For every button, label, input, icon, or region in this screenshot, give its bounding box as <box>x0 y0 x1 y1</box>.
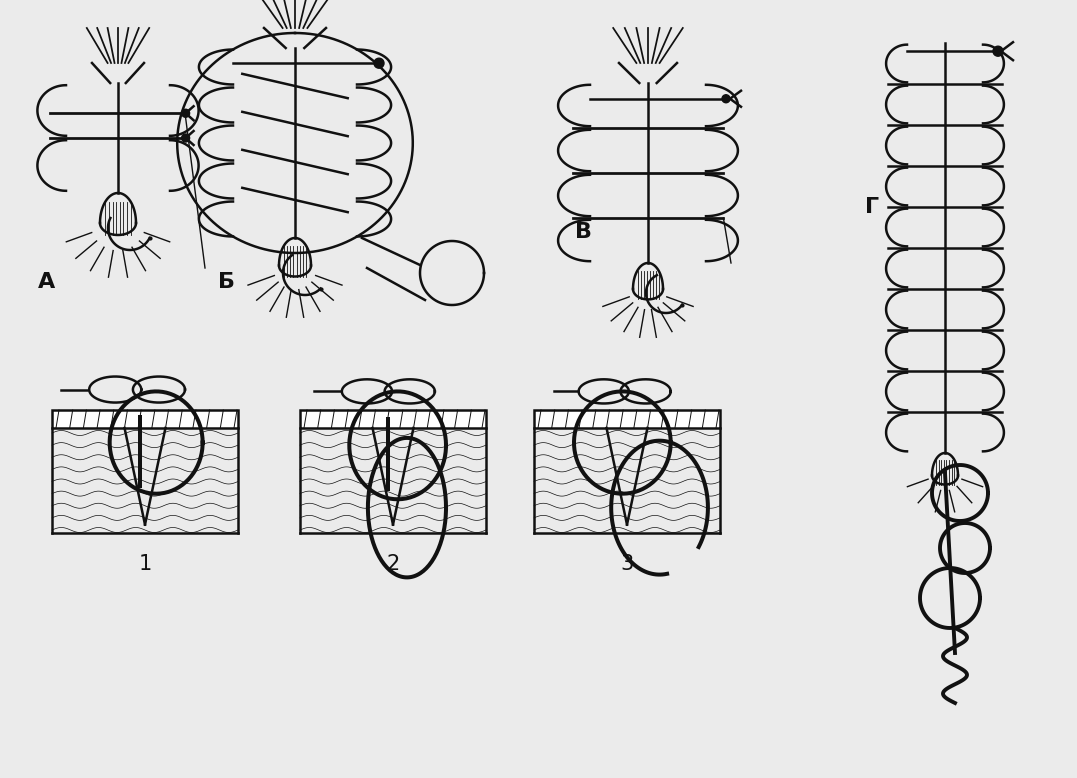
Text: 3: 3 <box>620 554 633 574</box>
FancyBboxPatch shape <box>534 410 721 428</box>
Circle shape <box>374 58 384 68</box>
FancyBboxPatch shape <box>52 410 238 428</box>
Text: В: В <box>575 222 592 242</box>
Text: 1: 1 <box>138 554 152 574</box>
FancyBboxPatch shape <box>300 410 486 428</box>
Circle shape <box>182 134 190 142</box>
Text: А: А <box>38 272 55 292</box>
Circle shape <box>722 95 730 103</box>
Circle shape <box>182 109 190 117</box>
Text: 2: 2 <box>387 554 400 574</box>
Text: Г: Г <box>865 197 879 217</box>
Text: Б: Б <box>218 272 235 292</box>
Circle shape <box>993 46 1003 56</box>
